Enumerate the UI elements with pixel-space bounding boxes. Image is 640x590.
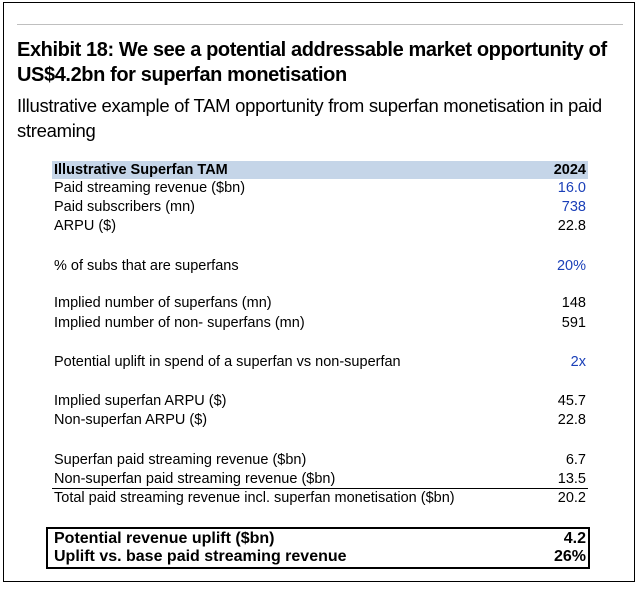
- row-value: 6.7: [565, 452, 586, 468]
- row-value: 22.8: [557, 412, 586, 428]
- summary-label: Potential revenue uplift ($bn): [54, 530, 275, 547]
- row-value: 148: [561, 295, 586, 311]
- row-label: Non-superfan paid streaming revenue ($bn…: [54, 471, 336, 487]
- row-value: 2x: [570, 354, 586, 370]
- exhibit-subtitle: Illustrative example of TAM opportunity …: [17, 95, 602, 141]
- row-value: 22.8: [557, 218, 586, 234]
- table-row: Implied number of superfans (mn) 148: [52, 294, 588, 312]
- table-row: Non-superfan paid streaming revenue ($bn…: [52, 470, 588, 489]
- summary-box: Potential revenue uplift ($bn) 4.2 Uplif…: [46, 527, 590, 569]
- row-value: 738: [561, 199, 586, 215]
- row-value: 45.7: [557, 393, 586, 409]
- row-value: 13.5: [557, 471, 586, 487]
- table-row: Paid subscribers (mn) 738: [52, 198, 588, 216]
- row-label: Implied number of non- superfans (mn): [54, 315, 305, 331]
- exhibit-frame: [3, 2, 635, 582]
- header-label: Illustrative Superfan TAM: [54, 162, 228, 178]
- row-label: Superfan paid streaming revenue ($bn): [54, 452, 307, 468]
- row-label: Non-superfan ARPU ($): [54, 412, 208, 428]
- table-row: Potential uplift in spend of a superfan …: [52, 353, 588, 371]
- summary-value: 4.2: [563, 530, 586, 547]
- row-label: % of subs that are superfans: [54, 258, 239, 274]
- exhibit-title: Exhibit 18: We see a potential addressab…: [17, 39, 607, 86]
- row-value: 16.0: [557, 180, 586, 196]
- table-row-total: Total paid streaming revenue incl. super…: [52, 489, 588, 507]
- table-row: Implied number of non- superfans (mn) 59…: [52, 314, 588, 332]
- table-row: ARPU ($) 22.8: [52, 217, 588, 235]
- row-value: 20%: [556, 258, 586, 274]
- table-row: Paid streaming revenue ($bn) 16.0: [52, 179, 588, 197]
- table-row: % of subs that are superfans 20%: [52, 257, 588, 275]
- row-label: Paid streaming revenue ($bn): [54, 180, 246, 196]
- row-label: Total paid streaming revenue incl. super…: [54, 490, 455, 506]
- row-label: Implied superfan ARPU ($): [54, 393, 227, 409]
- row-label: Potential uplift in spend of a superfan …: [54, 354, 401, 370]
- row-label: ARPU ($): [54, 218, 117, 234]
- row-value: 591: [561, 315, 586, 331]
- row-value: 20.2: [557, 490, 586, 506]
- summary-value: 26%: [553, 548, 586, 565]
- header-year: 2024: [553, 162, 586, 178]
- table-row: Implied superfan ARPU ($) 45.7: [52, 392, 588, 410]
- table-row: Non-superfan ARPU ($) 22.8: [52, 411, 588, 429]
- summary-row: Potential revenue uplift ($bn) 4.2: [52, 530, 588, 548]
- table-row: Superfan paid streaming revenue ($bn) 6.…: [52, 451, 588, 469]
- top-divider: [17, 24, 623, 25]
- row-label: Paid subscribers (mn): [54, 199, 196, 215]
- summary-row: Uplift vs. base paid streaming revenue 2…: [52, 548, 588, 566]
- summary-label: Uplift vs. base paid streaming revenue: [54, 548, 347, 565]
- row-label: Implied number of superfans (mn): [54, 295, 272, 311]
- table-header-row: Illustrative Superfan TAM 2024: [52, 161, 588, 179]
